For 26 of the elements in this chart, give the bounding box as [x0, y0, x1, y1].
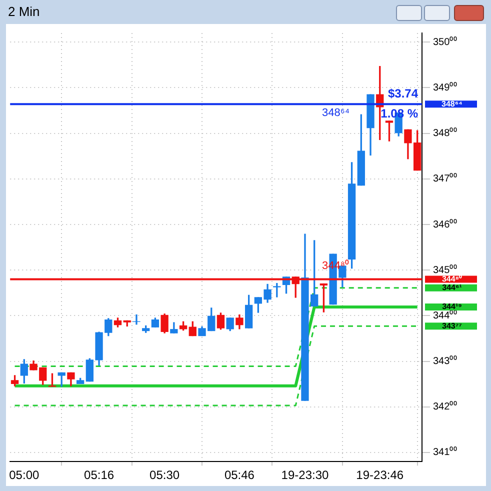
text: 344¹⁹ [442, 302, 462, 312]
y-tick-label: 344⁰⁰ [433, 309, 458, 322]
x-tick-label: 19-23:30 [281, 468, 329, 482]
chart-title: 2 Min [8, 4, 40, 19]
y-tick-label: 348⁰⁰ [433, 127, 458, 140]
ref-line-label: 348⁶⁴ [322, 107, 350, 120]
annotation: 1.08 % [380, 106, 418, 120]
text: 343⁷⁷ [442, 321, 462, 330]
text: 344⁸⁰ [442, 274, 462, 284]
annotation: $3.74 [388, 86, 418, 100]
text: 344⁶¹ [442, 283, 462, 292]
ref-line-label: 344⁸⁰ [322, 259, 349, 272]
x-tick-label: 05:30 [150, 468, 180, 482]
x-tick-label: 05:16 [84, 468, 114, 482]
x-tick-label: 05:00 [9, 468, 40, 482]
y-tick-label: 349⁰⁰ [433, 81, 458, 94]
text: 348⁶⁴ [442, 99, 462, 108]
y-tick-label: 350⁰⁰ [433, 36, 458, 48]
x-tick-label: 19-23:46 [356, 468, 404, 482]
x-tick-label: 05:46 [224, 468, 255, 482]
y-tick-label: 342⁰⁰ [433, 400, 458, 413]
y-tick-label: 341⁰⁰ [433, 446, 458, 458]
y-tick-label: 347⁰⁰ [433, 172, 458, 185]
y-tick-label: 345⁰⁰ [433, 264, 458, 276]
y-tick-label: 346⁰⁰ [433, 218, 458, 230]
y-tick-label: 343⁰⁰ [433, 355, 458, 368]
